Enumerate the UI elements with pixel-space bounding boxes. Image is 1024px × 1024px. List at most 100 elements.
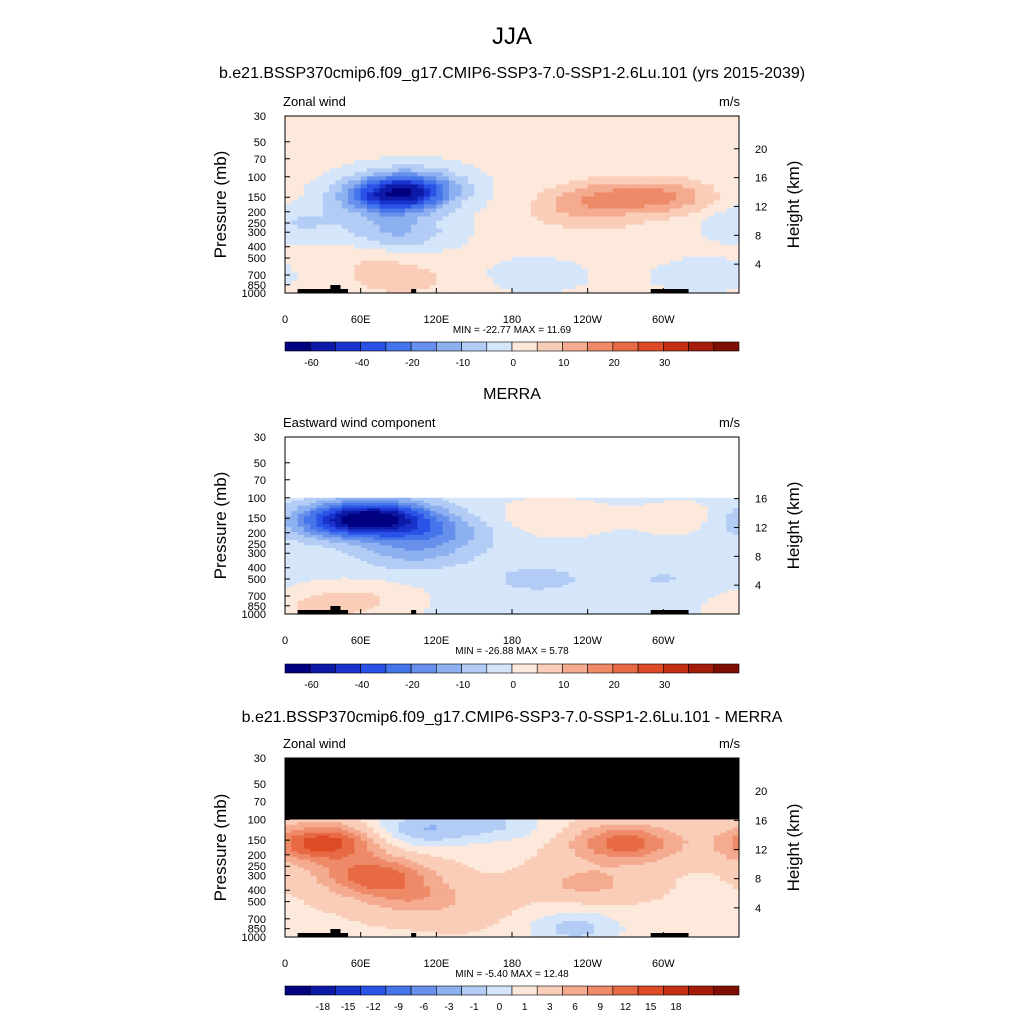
panel1-xtick-label: 120W: [573, 314, 602, 326]
panel2-colorbar-swatch: [688, 663, 715, 674]
panel3-ytick-label: 200: [248, 850, 266, 862]
panel3-colorbar-swatch: [436, 985, 462, 996]
panel2-ytick-label: 150: [248, 513, 266, 525]
panel3-colorbar-swatch: [486, 985, 513, 996]
panel1-colorbar-label: 20: [609, 358, 621, 369]
panel1-colorbar-swatch: [637, 341, 664, 352]
panel2-colorbar-label: -20: [405, 680, 420, 691]
panel3-colorbar: [284, 985, 740, 996]
panel2-colorbar-swatch: [309, 663, 336, 674]
panel2-colorbar: [284, 663, 740, 674]
panel2-xtick-label: 180: [503, 635, 521, 647]
panel2-colorbar-swatch: [562, 663, 588, 674]
panel2-htick-label: 4: [755, 580, 761, 592]
panel3-colorbar-swatch: [385, 985, 412, 996]
panel2-ytick-label: 1000: [242, 609, 266, 621]
panel3-colorbar-label: 12: [620, 1002, 632, 1013]
panel1-xtick-label: 0: [282, 314, 288, 326]
panel2-ylabel-right: Height (km): [784, 482, 803, 570]
panel2-xtick-label: 0: [282, 635, 288, 647]
panel2-colorbar-label: 10: [558, 680, 570, 691]
panel3-ytick-label: 850: [248, 924, 266, 936]
panel1-colorbar-label: -20: [405, 358, 420, 369]
panel1-colorbar-swatch: [688, 341, 715, 352]
figure-title: JJA: [492, 23, 532, 50]
panel2-colorbar-label: 30: [659, 680, 671, 691]
panel3-ytick-label: 700: [248, 914, 266, 926]
panel1-colorbar-swatch: [335, 341, 361, 352]
panel1-ytick-label: 500: [248, 253, 266, 265]
panel3-ytick-label: 400: [248, 885, 266, 897]
panel1-colorbar-swatch: [587, 341, 614, 352]
panel2-colorbar-label: -40: [355, 680, 370, 691]
panel1-colorbar-label: -40: [355, 358, 370, 369]
panel3-colorbar-swatch: [360, 985, 387, 996]
panel1-colorbar-label: 0: [510, 358, 516, 369]
panel2-htick-label: 16: [755, 494, 767, 506]
panel3-colorbar-swatch: [284, 985, 311, 996]
panel1-colorbar-swatch: [536, 341, 563, 352]
panel1-xtick-label: 180: [503, 314, 521, 326]
panel1-ylabel: Pressure (mb): [211, 151, 230, 259]
panel2-colorbar-swatch: [713, 663, 740, 674]
panel2-colorbar-swatch: [637, 663, 664, 674]
panel3-mask-region: [285, 758, 739, 820]
panel1-ytick-label: 400: [248, 242, 266, 254]
panel3-ytick-label: 150: [248, 835, 266, 847]
panel1-colorbar: [284, 341, 740, 352]
panel1-colorbar-swatch: [562, 341, 588, 352]
panel2-contour-field: [285, 497, 740, 615]
panel2-colorbar-swatch: [461, 663, 488, 674]
panel2-ytick-label: 100: [248, 493, 266, 505]
panel3-colorbar-swatch: [713, 985, 740, 996]
panel2-colorbar-swatch: [284, 663, 311, 674]
panel3-title: b.e21.BSSP370cmip6.f09_g17.CMIP6-SSP3-7.…: [242, 709, 783, 726]
panel1-ytick-label: 700: [248, 270, 266, 282]
panel3-colorbar-swatch: [663, 985, 689, 996]
panel3-colorbar-swatch: [335, 985, 361, 996]
panel2-left-label: Eastward wind component: [283, 415, 436, 430]
panel3-colorbar-swatch: [511, 985, 538, 996]
panel2-colorbar-swatch: [536, 663, 563, 674]
panel3-xtick-label: 60E: [351, 958, 371, 970]
panel3-ylabel: Pressure (mb): [211, 794, 230, 902]
panel1-units: m/s: [719, 94, 740, 109]
panel1-htick-label: 12: [755, 201, 767, 213]
panel3-ytick-label: 30: [254, 753, 266, 765]
panel3-colorbar-label: -1: [470, 1002, 479, 1013]
panel2-xtick-label: 120E: [423, 635, 449, 647]
panel1-colorbar-swatch: [385, 341, 412, 352]
panel1-ytick-label: 200: [248, 207, 266, 219]
panel1-colorbar-swatch: [410, 341, 437, 352]
panel2-ytick-label: 200: [248, 528, 266, 540]
panel3-xtick-label: 120E: [423, 958, 449, 970]
panel2-ytick-label: 250: [248, 539, 266, 551]
panel1-ytick-label: 70: [254, 154, 266, 166]
panel2-ytick-label: 300: [248, 548, 266, 560]
panel3-colorbar-swatch: [410, 985, 437, 996]
panel3-topography: [297, 929, 689, 937]
panel2-colorbar-swatch: [612, 663, 639, 674]
panel1-xtick-label: 60E: [351, 314, 371, 326]
panel3-colorbar-label: -18: [316, 1002, 331, 1013]
panel1-xtick-label: 60W: [652, 314, 675, 326]
panel1-htick-label: 16: [755, 173, 767, 185]
panel1-ytick-label: 1000: [242, 288, 266, 300]
panel3-colorbar-swatch: [612, 985, 639, 996]
panel3-xtick-label: 180: [503, 958, 521, 970]
panel2-colorbar-swatch: [587, 663, 614, 674]
panel1-colorbar-swatch: [713, 341, 740, 352]
panel2-colorbar-swatch: [486, 663, 513, 674]
panel2-colorbar-label: 20: [609, 680, 621, 691]
panel1-left-label: Zonal wind: [283, 94, 346, 109]
panel3-colorbar-label: 6: [572, 1002, 578, 1013]
panel3-ytick-label: 70: [254, 796, 266, 808]
panel3-htick-label: 4: [755, 903, 761, 915]
panel2-colorbar-swatch: [436, 663, 462, 674]
panel2-stats: MIN = -26.88 MAX = 5.78: [455, 646, 569, 657]
panel1-htick-label: 20: [755, 144, 767, 156]
panel1-ytick-label: 30: [254, 111, 266, 123]
panel1-ytick-label: 150: [248, 192, 266, 204]
panel2-colorbar-label: 0: [510, 680, 516, 691]
panel1-ytick-label: 300: [248, 227, 266, 239]
